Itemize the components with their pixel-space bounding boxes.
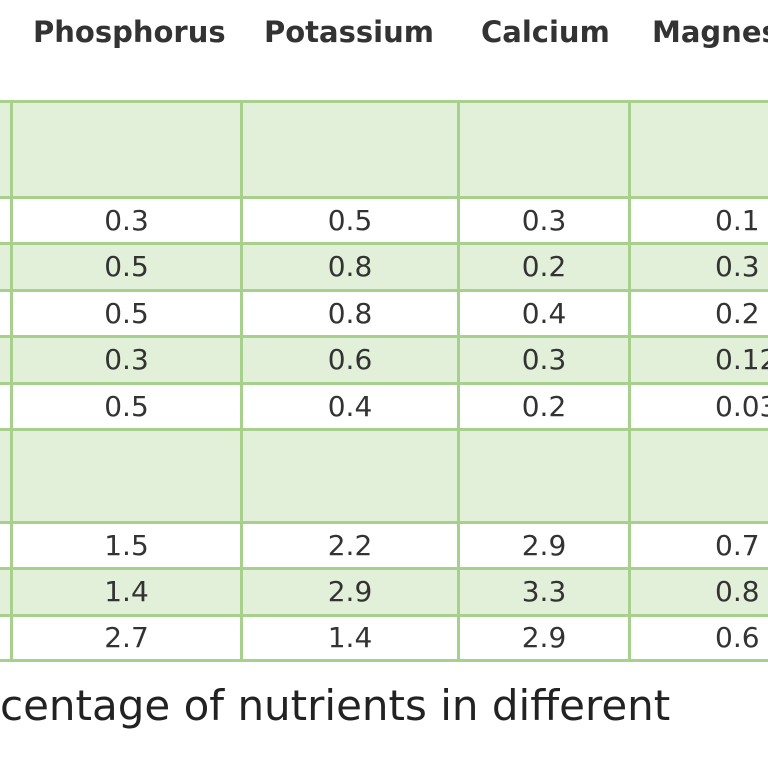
- table-band: [0, 431, 768, 521]
- table-cell: 2.7: [104, 621, 149, 654]
- grid-line: [240, 100, 243, 661]
- table-cell: 0.6: [327, 343, 373, 376]
- table-cell: 0.3: [521, 343, 567, 376]
- table-cell: 0.5: [104, 390, 149, 423]
- table-cell: 0.8: [327, 297, 373, 330]
- table-cell: 1.4: [104, 575, 149, 608]
- table-cell: 3.3: [521, 575, 567, 608]
- grid-line: [457, 100, 460, 661]
- table-cell: 0.6: [715, 621, 760, 654]
- table-cell: 0.2: [521, 250, 567, 283]
- column-header-calcium: Calcium: [481, 15, 610, 49]
- grid-line: [0, 659, 768, 662]
- table-cell: 0.03: [715, 390, 768, 423]
- table-cell: 0.5: [104, 250, 149, 283]
- column-header-phosphorus: Phosphorus: [33, 15, 226, 49]
- table-cell: 0.2: [521, 390, 567, 423]
- table-cell: 0.5: [104, 297, 149, 330]
- column-header-magnesium: Magnes: [652, 15, 768, 49]
- grid-line: [0, 242, 768, 245]
- table-cell: 2.9: [327, 575, 373, 608]
- table-cell: 0.2: [715, 297, 760, 330]
- table-cell: 0.7: [715, 529, 760, 562]
- table-cell: 0.3: [104, 204, 149, 237]
- table-cell: 0.5: [327, 204, 373, 237]
- table-cell: 0.1: [715, 204, 760, 237]
- grid-line: [0, 521, 768, 524]
- table-cell: 0.4: [521, 297, 567, 330]
- table-cell: 0.8: [715, 575, 760, 608]
- table-cell: 2.9: [521, 621, 567, 654]
- grid-line: [0, 428, 768, 431]
- grid-line: [628, 100, 631, 661]
- table-cell: 1.4: [327, 621, 373, 654]
- table-band: [0, 245, 768, 289]
- grid-line: [0, 614, 768, 617]
- table-cell: 0.12: [715, 343, 768, 376]
- table-band: [0, 570, 768, 614]
- grid-line: [10, 100, 13, 661]
- table-cell: 0.3: [521, 204, 567, 237]
- table-cell: 0.3: [104, 343, 149, 376]
- table-cell: 1.5: [104, 529, 149, 562]
- grid-line: [0, 567, 768, 570]
- column-header-potassium: Potassium: [264, 15, 434, 49]
- table-cell: 0.4: [327, 390, 373, 423]
- grid-line: [0, 382, 768, 385]
- table-cell: 2.2: [327, 529, 373, 562]
- grid-line: [0, 335, 768, 338]
- table-band: [0, 338, 768, 382]
- grid-line: [0, 100, 768, 103]
- table-caption: centage of nutrients in different: [0, 681, 671, 730]
- table-cell: 0.8: [327, 250, 373, 283]
- grid-line: [0, 196, 768, 199]
- grid-line: [0, 289, 768, 292]
- table-cell: 2.9: [521, 529, 567, 562]
- table-cell: 0.3: [715, 250, 760, 283]
- table-band: [0, 103, 768, 196]
